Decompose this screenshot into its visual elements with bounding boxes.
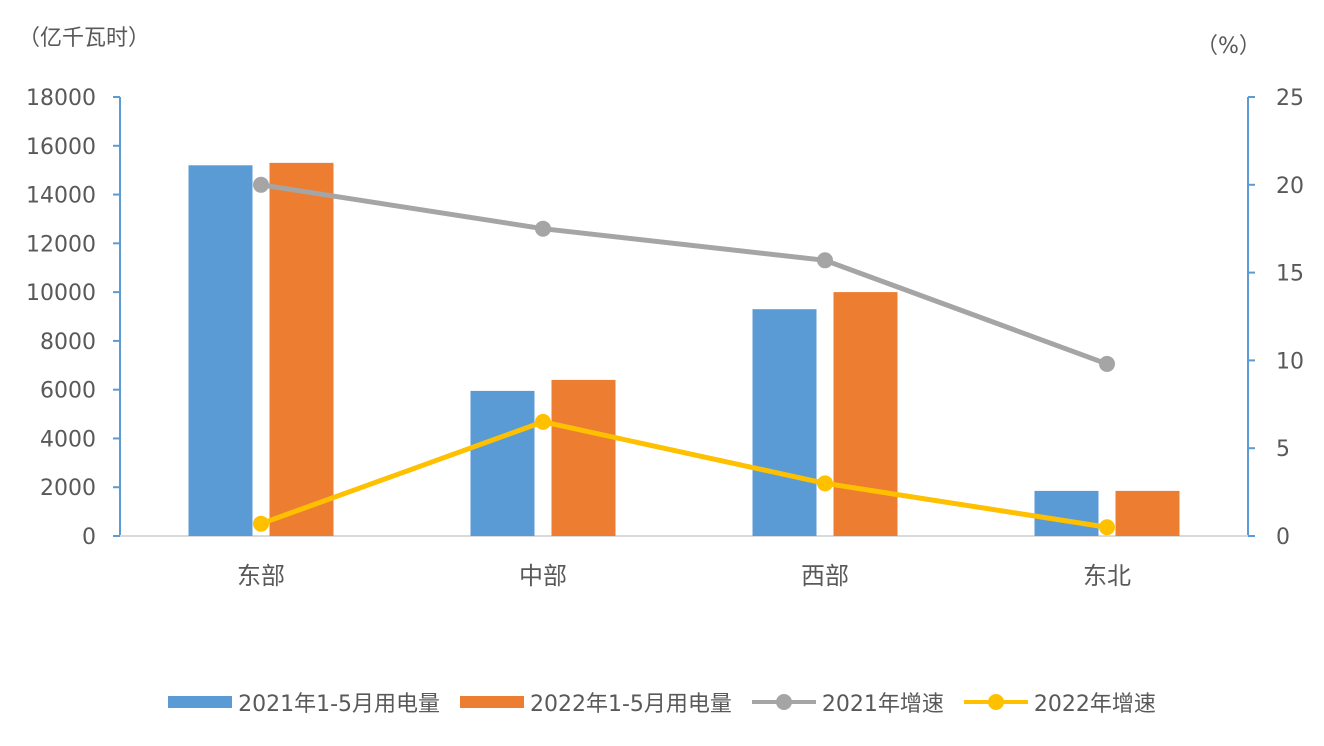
legend-swatch-2022-usage: [460, 696, 524, 708]
legend-swatch-2021-usage: [168, 696, 233, 708]
legend-swatch-2022-growth: [963, 694, 1028, 710]
point-2021-growth: [1099, 355, 1115, 372]
left-tick-label: 18000: [26, 86, 96, 111]
legend-label-2022-usage: 2022年1-5月用电量: [530, 692, 732, 717]
line-2021-growth: [260, 182, 1108, 367]
point-2021-growth: [817, 252, 833, 269]
left-tick-label: 14000: [26, 184, 96, 209]
bar-2022-usage: [269, 162, 334, 536]
x-category-label: 东北: [1083, 562, 1131, 590]
legend-label-2021-usage: 2021年1-5月用电量: [238, 692, 440, 717]
bar-2022-usage: [551, 379, 616, 536]
legend-item-2022-usage: 2022年1-5月用电量: [460, 686, 732, 718]
point-2022-growth: [253, 515, 269, 532]
bar-2022-usage: [1115, 490, 1180, 536]
left-tick-label: 4000: [40, 427, 96, 452]
legend-item-2021-growth: 2021年增速: [751, 686, 944, 718]
point-2021-growth: [535, 220, 551, 237]
bar-2021-usage: [188, 165, 253, 537]
right-tick-label: 20: [1276, 174, 1304, 199]
left-axis-unit-label: （亿千瓦时）: [18, 26, 151, 51]
right-tick-label: 5: [1276, 437, 1290, 462]
left-tick-label: 12000: [26, 232, 96, 257]
bar-2021-usage: [1034, 490, 1099, 536]
point-2022-growth: [817, 475, 833, 492]
left-tick-label: 0: [82, 525, 96, 550]
right-tick-label: 0: [1276, 525, 1290, 550]
combo-chart: 0 2000 4000 6000 8000 10000 12000 14000 16000 180…: [26, 86, 1304, 590]
point-2021-growth: [253, 176, 269, 193]
left-tick-label: 8000: [40, 330, 96, 355]
x-category-label: 东部: [237, 562, 285, 590]
left-tick-label: 16000: [26, 135, 96, 160]
right-tick-label: 15: [1276, 262, 1304, 287]
legend-item-2021-usage: 2021年1-5月用电量: [168, 686, 440, 718]
bar-2022-usage: [833, 292, 898, 536]
bar-2021-usage: [752, 309, 817, 536]
point-2022-growth: [1099, 519, 1115, 536]
right-tick-label: 10: [1276, 349, 1304, 374]
left-tick-label: 10000: [26, 281, 96, 306]
right-tick-label: 25: [1276, 86, 1304, 111]
x-category-label: 中部: [519, 562, 567, 590]
right-axis-unit-label: （%）: [1196, 34, 1261, 59]
legend-label-2021-growth: 2021年增速: [821, 692, 944, 717]
legend-swatch-2021-growth: [751, 694, 816, 710]
line-2022-growth: [260, 419, 1108, 530]
x-category-label: 西部: [801, 562, 849, 590]
legend-label-2022-growth: 2022年增速: [1033, 692, 1156, 717]
point-2022-growth: [535, 413, 551, 430]
legend-item-2022-growth: 2022年增速: [963, 686, 1156, 718]
legend: 2021年1-5月用电量 2022年1-5月用电量 2021年增速 2022年增…: [0, 686, 1324, 718]
left-tick-label: 2000: [40, 476, 96, 501]
left-tick-label: 6000: [40, 379, 96, 404]
bar-2021-usage: [470, 390, 535, 536]
